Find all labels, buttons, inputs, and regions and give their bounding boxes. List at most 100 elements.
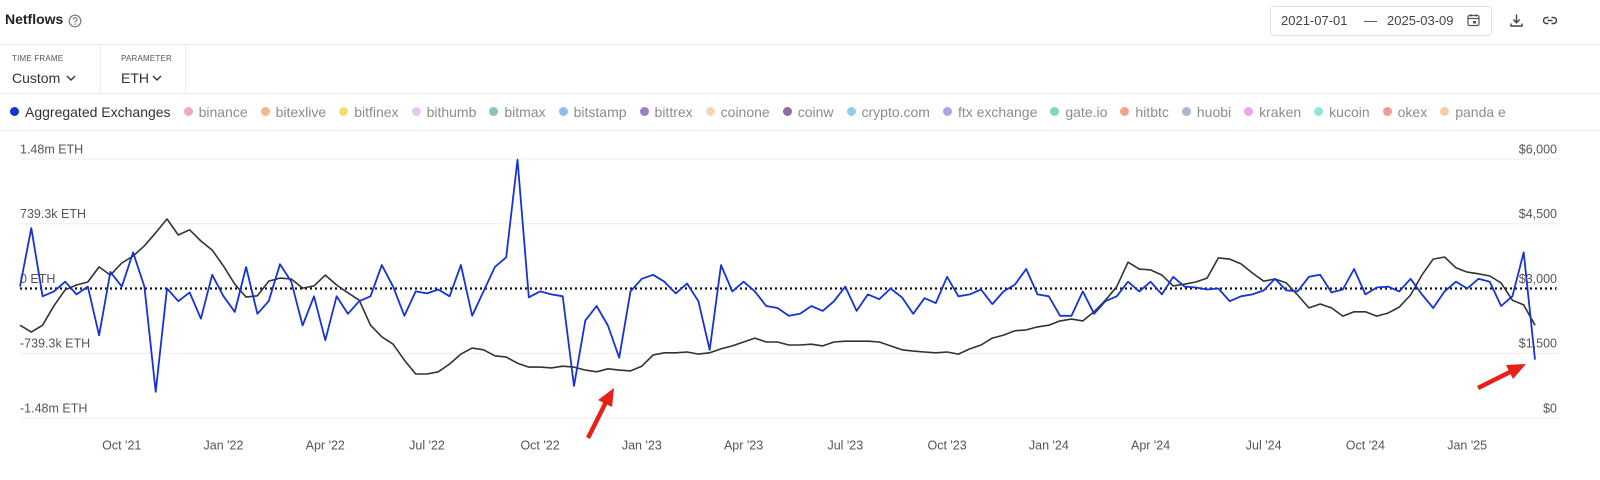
- legend-label[interactable]: panda e: [1455, 103, 1506, 120]
- legend-swatch: [260, 107, 270, 116]
- legend-swatch: [1181, 107, 1191, 116]
- y2-tick-label: $6,000: [1519, 142, 1557, 156]
- legend-item[interactable]: coinone: [705, 103, 770, 120]
- legend-label[interactable]: Aggregated Exchanges: [25, 103, 171, 120]
- divider: [0, 93, 1600, 94]
- legend-label[interactable]: huobi: [1196, 103, 1232, 120]
- date-end[interactable]: 2025-03-09: [1387, 13, 1454, 28]
- legend-label[interactable]: bitexlive: [275, 103, 327, 120]
- legend-swatch: [639, 107, 649, 116]
- netflow-line: [19, 158, 1536, 393]
- legend-swatch: [1120, 107, 1130, 116]
- x-tick-label: Apr '23: [724, 438, 763, 452]
- chevron-icon: [152, 75, 162, 81]
- y2-tick-label: $1,500: [1519, 337, 1557, 351]
- filter-label: PARAMETER: [121, 54, 172, 63]
- divider: [0, 44, 1600, 45]
- price-line: [19, 218, 1536, 375]
- date-range-picker[interactable]: [1270, 6, 1492, 36]
- legend-swatch: [1050, 107, 1060, 116]
- divider: [185, 44, 186, 93]
- legend-label[interactable]: crypto.com: [861, 103, 930, 120]
- legend-label[interactable]: bithumb: [426, 103, 477, 120]
- link-icon[interactable]: [1542, 13, 1558, 28]
- x-tick-label: Oct '21: [102, 438, 141, 452]
- x-tick-label: Oct '23: [927, 438, 966, 452]
- legend-item[interactable]: ftx exchange: [942, 103, 1038, 120]
- legend-swatch: [10, 107, 19, 116]
- x-tick-label: Oct '24: [1346, 438, 1385, 452]
- legend-label[interactable]: ftx exchange: [957, 103, 1038, 120]
- legend-swatch: [183, 107, 193, 116]
- legend-item[interactable]: bitfinex: [339, 103, 399, 120]
- divider: [100, 44, 101, 93]
- legend-label[interactable]: bittrex: [654, 103, 693, 120]
- legend-swatch: [846, 107, 856, 116]
- chevron-icon: [66, 75, 76, 81]
- legend-item[interactable]: kraken: [1244, 104, 1301, 120]
- filter-value[interactable]: ETH: [121, 70, 149, 86]
- legend-label[interactable]: kraken: [1259, 103, 1302, 120]
- calendar-icon[interactable]: [1467, 13, 1480, 27]
- legend-item[interactable]: bitmax: [489, 103, 546, 120]
- legend-label[interactable]: bitmax: [504, 103, 546, 120]
- legend-label[interactable]: gate.io: [1065, 103, 1108, 120]
- legend-item[interactable]: coinw: [782, 103, 834, 120]
- legend-label[interactable]: kucoin: [1329, 103, 1370, 120]
- legend-item[interactable]: gate.io: [1050, 104, 1107, 120]
- x-tick-label: Jul '24: [1246, 438, 1282, 452]
- legend-swatch: [339, 107, 349, 116]
- x-tick-label: Apr '22: [306, 438, 345, 452]
- divider: [0, 130, 1600, 131]
- page-title: Netflows: [5, 11, 64, 27]
- legend-label[interactable]: hitbtc: [1135, 103, 1169, 120]
- legend-label[interactable]: coinw: [797, 103, 834, 120]
- x-tick-label: Jul '23: [827, 438, 863, 452]
- legend-item[interactable]: okex: [1382, 103, 1428, 120]
- legend-item[interactable]: bitstamp: [558, 103, 627, 120]
- legend-item[interactable]: crypto.com: [846, 103, 930, 120]
- legend-swatch: [1440, 107, 1450, 116]
- filter-dropdown[interactable]: Custom: [12, 70, 77, 86]
- legend-label[interactable]: coinone: [720, 103, 770, 120]
- x-tick-label: Jan '23: [622, 438, 662, 452]
- y-tick-label: 1.48m ETH: [20, 142, 83, 156]
- legend-swatch: [558, 107, 568, 116]
- legend-swatch: [489, 107, 499, 116]
- legend-swatch: [705, 107, 715, 116]
- legend-item[interactable]: bittrex: [639, 103, 693, 120]
- legend-item[interactable]: hitbtc: [1120, 103, 1169, 120]
- legend-item[interactable]: panda e: [1440, 104, 1506, 120]
- y-tick-label: 739.3k ETH: [20, 207, 86, 221]
- y2-tick-label: $4,500: [1519, 207, 1557, 221]
- download-icon[interactable]: [1509, 13, 1524, 28]
- annotation-arrow: [585, 388, 614, 440]
- legend-swatch: [1244, 107, 1254, 116]
- y2-tick-label: $3,000: [1519, 272, 1557, 286]
- y2-tick-label: $0: [1543, 401, 1557, 415]
- legend-swatch: [1382, 107, 1392, 116]
- legend-label[interactable]: okex: [1397, 103, 1428, 120]
- legend-label[interactable]: bitfinex: [354, 103, 399, 120]
- legend-item[interactable]: binance: [183, 103, 248, 120]
- filter-dropdown[interactable]: ETH: [121, 70, 163, 86]
- legend-item[interactable]: kucoin: [1314, 103, 1370, 120]
- filter-value[interactable]: Custom: [12, 70, 61, 86]
- legend-item[interactable]: bithumb: [411, 103, 477, 120]
- date-start[interactable]: 2021-07-01: [1281, 13, 1348, 28]
- legend-item[interactable]: bitexlive: [260, 103, 327, 120]
- legend-item[interactable]: huobi: [1181, 103, 1232, 120]
- y-tick-label: 0 ETH: [20, 272, 55, 286]
- date-separator: —: [1364, 13, 1377, 28]
- x-tick-label: Jul '22: [409, 438, 445, 452]
- legend-swatch: [942, 107, 952, 116]
- legend-label[interactable]: binance: [198, 103, 248, 120]
- y-tick-label: -739.3k ETH: [20, 337, 90, 351]
- legend: Aggregated Exchanges binance bitexlive bitf…: [10, 103, 1600, 123]
- help-icon[interactable]: [68, 14, 82, 28]
- legend-swatch: [411, 107, 421, 116]
- legend-swatch: [1314, 107, 1324, 116]
- legend-label[interactable]: bitstamp: [573, 103, 627, 120]
- legend-item[interactable]: Aggregated Exchanges: [10, 104, 171, 120]
